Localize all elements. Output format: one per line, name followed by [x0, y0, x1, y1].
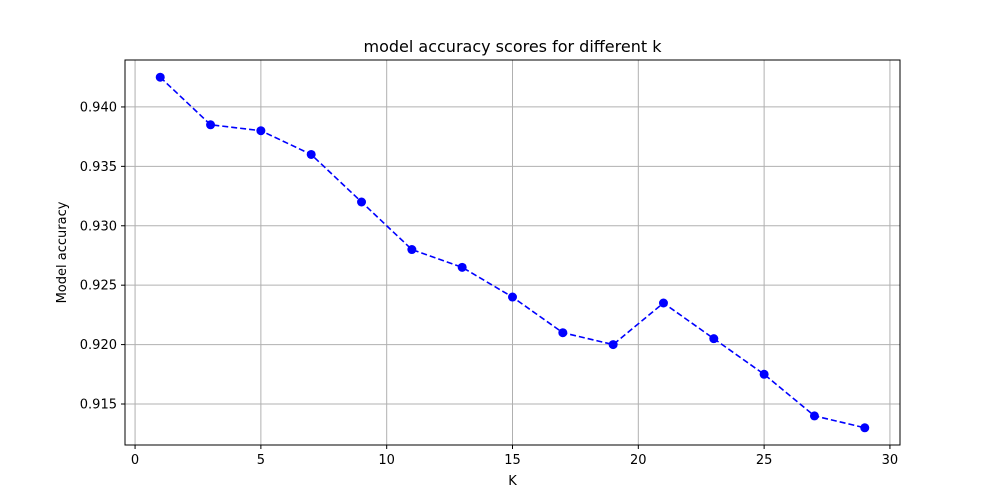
x-axis-title: K — [508, 474, 517, 489]
accuracy-point — [407, 245, 417, 255]
y-tick-label: 0.930 — [80, 219, 117, 234]
x-tick-label: 30 — [882, 453, 899, 468]
accuracy-point — [155, 72, 165, 82]
y-tick-label: 0.940 — [80, 100, 117, 115]
y-tick-label: 0.925 — [80, 279, 117, 294]
y-tick-label: 0.920 — [80, 338, 117, 353]
x-tick-label: 0 — [131, 453, 139, 468]
x-tick-label: 5 — [257, 453, 265, 468]
accuracy-point — [860, 423, 870, 433]
data-series — [155, 72, 870, 433]
x-tick-label: 15 — [504, 453, 521, 468]
accuracy-point — [457, 262, 467, 272]
grid-lines — [125, 60, 900, 445]
accuracy-point — [759, 369, 769, 379]
accuracy-point — [508, 292, 517, 302]
accuracy-point — [709, 334, 719, 344]
y-tick-label: 0.935 — [80, 160, 117, 175]
accuracy-point — [558, 328, 568, 338]
accuracy-point — [206, 120, 216, 130]
accuracy-point — [809, 411, 819, 421]
x-tick-label: 10 — [378, 453, 395, 468]
y-axis-title: Model accuracy — [55, 201, 70, 303]
axis-ticks: 0 5 10 15 20 25 30 0.915 0.920 0.925 0.930 0.935 0.9… — [80, 100, 898, 468]
chart-title: model accuracy scores for different k — [364, 37, 663, 56]
accuracy-point — [608, 340, 618, 350]
accuracy-point — [256, 126, 266, 136]
x-tick-label: 25 — [756, 453, 773, 468]
accuracy-point — [306, 149, 316, 159]
accuracy-point — [658, 298, 668, 308]
x-tick-label: 20 — [630, 453, 647, 468]
accuracy-point — [357, 197, 367, 207]
y-tick-label: 0.915 — [80, 398, 117, 413]
